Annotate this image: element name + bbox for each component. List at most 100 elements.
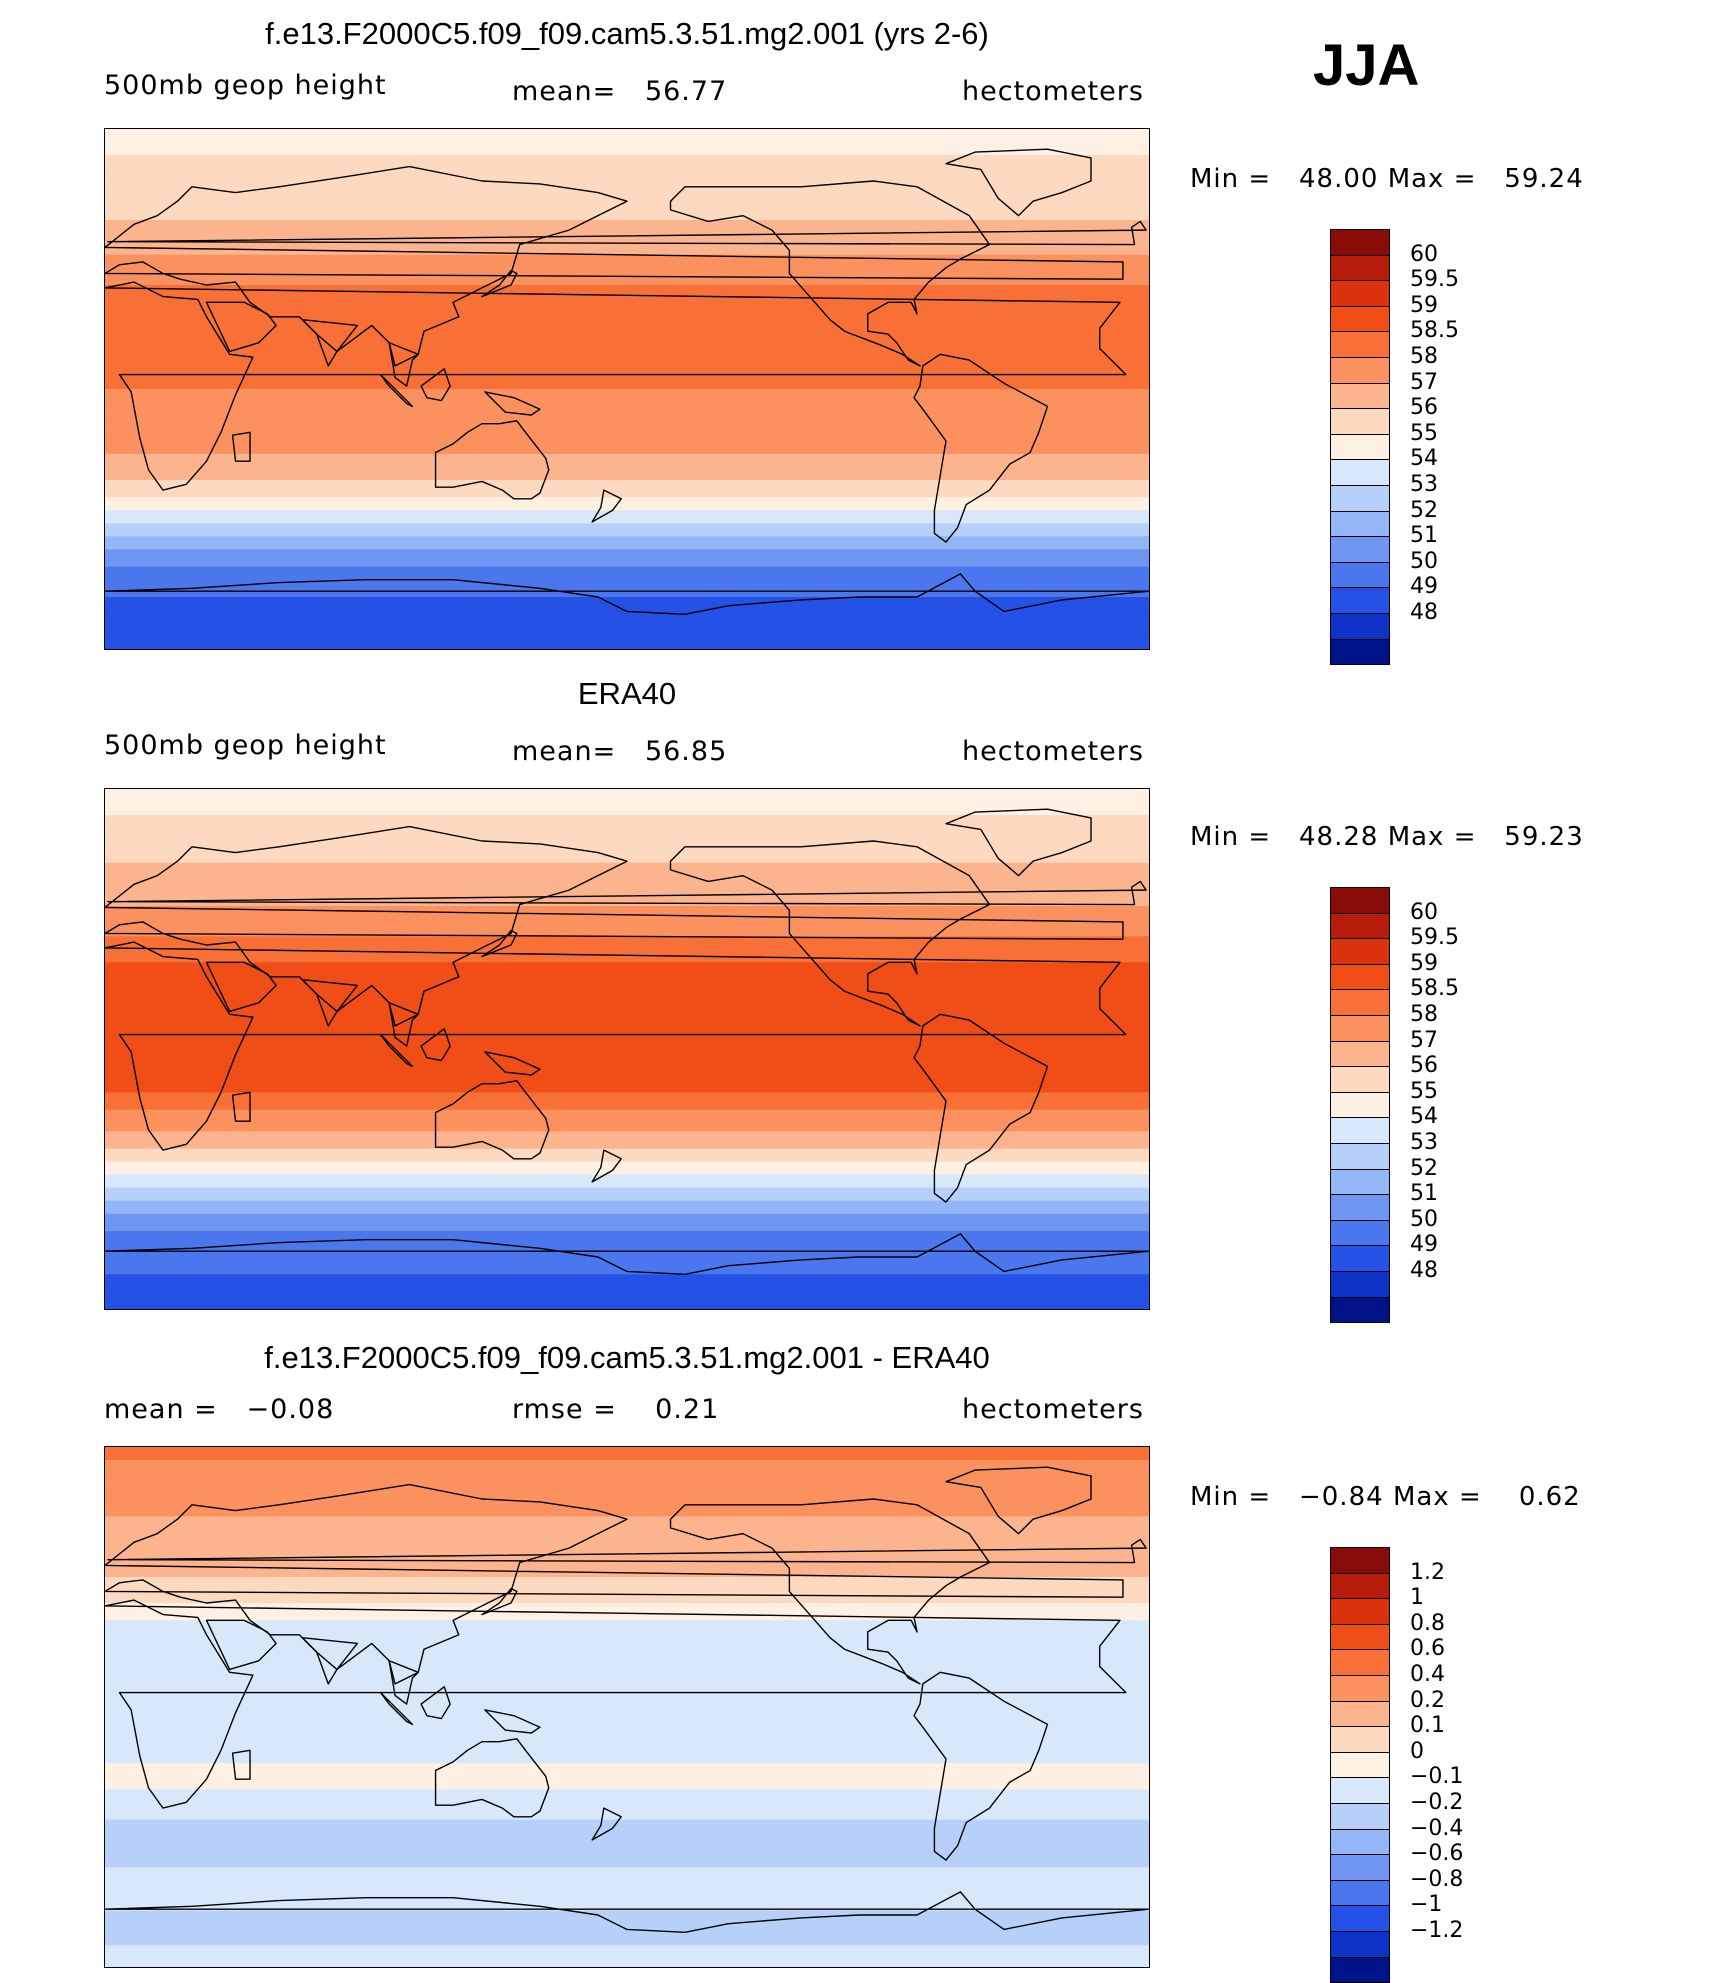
panel-3-band: [105, 1616, 1149, 1621]
panel-3-colorbar-box: [1330, 1777, 1390, 1804]
panel-2-band: [105, 1018, 1149, 1024]
panel-1-band: [105, 142, 1149, 147]
coastline-eurasia: [105, 1483, 1124, 1685]
panel-1-band: [105, 163, 1149, 169]
panel-3-band: [105, 1698, 1149, 1704]
panel-2-band: [105, 897, 1149, 903]
panel-1-band: [105, 367, 1149, 373]
panel-3-band: [105, 1646, 1149, 1652]
panel-3-band: [105, 1733, 1149, 1738]
panel-3-colorbar-label: 1: [1410, 1585, 1424, 1611]
panel-2-band: [105, 1062, 1149, 1067]
panel-3-band: [105, 1780, 1149, 1786]
coastline-arabia: [205, 1619, 277, 1671]
panel-2-band: [105, 1226, 1149, 1232]
panel-2-colorbar-box: [1330, 1168, 1390, 1196]
panel-1-band: [105, 623, 1149, 628]
panel-1-band: [105, 389, 1149, 394]
panel-3-map: [104, 1446, 1150, 1968]
season-label: JJA: [1313, 33, 1420, 98]
panel-1-band: [105, 532, 1149, 537]
panel-2-band: [105, 927, 1149, 933]
coastline-sumatra: [379, 1691, 414, 1726]
panel-3-map-svg: [105, 1447, 1149, 1967]
panel-1-band: [105, 380, 1149, 386]
panel-1-band: [105, 579, 1149, 585]
panel-2-colorbar-label: 51: [1410, 1181, 1438, 1207]
coastline-africa: [105, 941, 1127, 1151]
panel-3-band: [105, 1642, 1149, 1647]
panel-3-band: [105, 1624, 1149, 1630]
panel-2-band: [105, 919, 1149, 924]
panel-2-colorbar-label: 52: [1410, 1155, 1438, 1181]
coastline-australia: [434, 420, 550, 500]
panel-1-band: [105, 384, 1149, 390]
panel-2-colorbar-label: 58: [1410, 1002, 1438, 1027]
panel-1-band: [105, 241, 1149, 247]
panel-2-band: [105, 1200, 1149, 1206]
panel-2-colorbar-label: 59.5: [1410, 925, 1459, 951]
panel-2-band: [105, 966, 1149, 972]
panel-3-minmax: Min = −0.84 Max = 0.62: [1190, 1482, 1581, 1512]
panel-1-band: [105, 146, 1149, 152]
panel-2-colorbar-box: [1330, 1015, 1390, 1042]
panel-1-band: [105, 341, 1149, 347]
panel-3-band: [105, 1923, 1149, 1929]
panel-1-colorbar-box: [1330, 485, 1390, 512]
panel-2-band: [105, 1300, 1149, 1306]
panel-3-band: [105, 1850, 1149, 1855]
panel-3-colorbar-label: −1: [1410, 1892, 1443, 1918]
panel-3-band: [105, 1455, 1149, 1461]
panel-2-band: [105, 1231, 1149, 1236]
panel-1-band: [105, 302, 1149, 308]
coastline-northamerica: [669, 1498, 991, 1685]
panel-2-colorbar-box: [1330, 1271, 1390, 1298]
panel-3-band: [105, 1711, 1149, 1717]
panel-3-band: [105, 1559, 1149, 1565]
panel-1-units-label: hectometers: [962, 76, 1144, 107]
panel-3-band: [105, 1464, 1149, 1470]
coastline-eurasia: [105, 825, 1124, 1027]
panel-1-band: [105, 410, 1149, 416]
panel-2-band: [105, 901, 1149, 907]
panel-2-band: [105, 867, 1149, 872]
panel-3-band: [105, 1603, 1149, 1608]
panel-1-band: [105, 584, 1149, 589]
panel-1-band: [105, 155, 1149, 160]
panel-2-band: [105, 1114, 1149, 1119]
panel-1-band: [105, 610, 1149, 615]
panel-1-band: [105, 237, 1149, 243]
panel-1-band: [105, 592, 1149, 598]
panel-3-colorbar-label: 0.4: [1410, 1662, 1445, 1687]
panel-2-colorbar-label: 50: [1410, 1206, 1438, 1232]
panel-3-band: [105, 1681, 1149, 1686]
panel-3-colorbar-box: [1330, 1649, 1390, 1676]
panel-2-band: [105, 1157, 1149, 1163]
panel-1-colorbar-label: 50: [1410, 548, 1438, 574]
panel-3-band: [105, 1629, 1149, 1634]
panel-2-band: [105, 1144, 1149, 1150]
panel-3-band: [105, 1902, 1149, 1907]
panel-1-band: [105, 224, 1149, 230]
panel-1-band: [105, 254, 1149, 260]
panel-1-band: [105, 397, 1149, 403]
panel-2-band: [105, 1261, 1149, 1267]
coastline-sumatra: [379, 1033, 414, 1068]
panel-2-colorbar-label: 54: [1410, 1104, 1438, 1130]
panel-1-band: [105, 272, 1149, 277]
panel-2-mean-label: mean= 56.85: [512, 736, 728, 767]
panel-3-band: [105, 1611, 1149, 1617]
panel-1-band: [105, 415, 1149, 420]
panel-3-band: [105, 1447, 1149, 1452]
panel-2-max-value: 59.23: [1504, 822, 1584, 852]
panel-2-colorbar-box: [1330, 1219, 1390, 1247]
panel-2-colorbar-label: 60: [1410, 899, 1438, 925]
panel-2-band: [105, 914, 1149, 920]
coastline-newguinea: [484, 1709, 541, 1734]
panel-3-colorbar-label: −0.8: [1410, 1866, 1464, 1892]
panel-1-band: [105, 376, 1149, 381]
panel-3-band: [105, 1694, 1149, 1699]
panel-3-band: [105, 1520, 1149, 1526]
panel-1-band: [105, 328, 1149, 334]
panel-2-band: [105, 1278, 1149, 1284]
